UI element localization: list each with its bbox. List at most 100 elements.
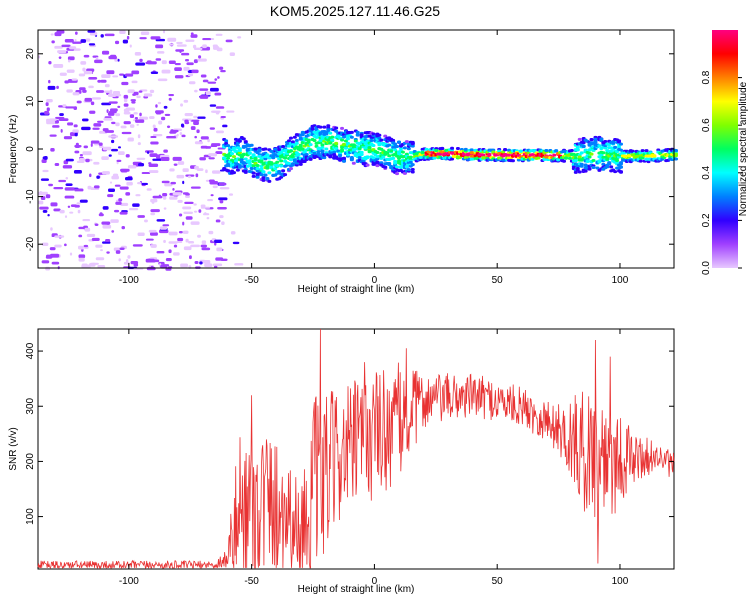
spectrogram-cell xyxy=(410,170,415,174)
y-tick-label: 20 xyxy=(25,48,36,60)
snr-x-axis-label: Height of straight line (km) xyxy=(298,584,415,595)
spectrogram-cell xyxy=(174,62,181,66)
spectrogram-cell xyxy=(275,164,280,168)
snr-frame xyxy=(37,328,675,570)
spectrogram-cell xyxy=(51,261,60,265)
spectrogram-cell xyxy=(359,150,364,154)
spectrogram-cell xyxy=(193,210,198,213)
spectrogram-cell xyxy=(183,66,190,71)
spectrogram-cell xyxy=(241,152,246,156)
spectrogram-cell xyxy=(626,154,631,158)
spectrogram-cell xyxy=(469,148,474,152)
spectrogram-cell xyxy=(148,163,159,167)
spectrogram-cell xyxy=(145,238,154,241)
spectrogram-cell xyxy=(375,151,380,155)
spectrogram-cell xyxy=(123,111,131,115)
x-tick-label: -50 xyxy=(244,275,259,286)
spectrogram-cell xyxy=(98,145,104,148)
y-tick-label: 100 xyxy=(25,508,36,525)
spectrogram-cell xyxy=(67,205,71,208)
spectrogram-cell xyxy=(127,137,134,142)
spectrogram-cell xyxy=(117,58,120,62)
spectrogram-cell xyxy=(249,167,254,171)
spectrogram-cell xyxy=(342,156,347,160)
spectrogram-cell xyxy=(109,89,113,94)
spectrogram-cell xyxy=(187,175,192,179)
spectrogram-cell xyxy=(164,113,171,116)
spectrogram-cell xyxy=(150,209,160,213)
spectrogram-cell xyxy=(400,150,405,154)
spectrogram-cell xyxy=(210,194,214,197)
spectrogram-cell xyxy=(41,159,47,163)
spectrogram-cell xyxy=(638,151,643,155)
spectrogram-cell xyxy=(288,149,293,153)
spectrogram-cell xyxy=(61,44,71,48)
spectrogram-cell xyxy=(163,105,168,109)
spectrogram-cell xyxy=(200,145,208,149)
spectrogram-cell xyxy=(135,194,141,197)
spectrogram-cell xyxy=(115,40,120,45)
spectrogram-cell xyxy=(166,136,177,139)
spectrogram-cell xyxy=(88,263,96,267)
y-tick-label: 300 xyxy=(25,397,36,414)
colorbar-tick-label: 0.2 xyxy=(701,213,712,227)
spectrogram-cell xyxy=(216,47,223,52)
spectrogram-cell xyxy=(92,127,100,130)
spectrogram-cell xyxy=(298,143,303,147)
spectrogram-cell xyxy=(194,261,199,264)
spectrogram-cell xyxy=(343,146,348,150)
spectrogram-cell xyxy=(208,230,214,235)
spectrogram-cell xyxy=(118,198,123,202)
spectrogram-cell xyxy=(609,149,614,153)
spectrogram-cell xyxy=(294,141,299,145)
spectrogram-cell xyxy=(275,160,280,164)
spectrogram-cell xyxy=(73,124,78,128)
spectrogram-cell xyxy=(155,110,164,114)
spectrogram-cell xyxy=(138,90,143,93)
spectrogram-cell xyxy=(202,79,209,83)
spectrogram-cell xyxy=(194,141,203,145)
spectrogram-cell xyxy=(357,156,362,160)
spectrogram-cell xyxy=(200,46,211,51)
spectrogram-cell xyxy=(199,95,209,99)
spectrogram-cell xyxy=(205,169,208,174)
spectrogram-cell xyxy=(577,155,582,159)
spectrogram-cell xyxy=(47,213,50,217)
spectrogram-cell xyxy=(106,109,109,114)
spectrogram-cell xyxy=(89,31,98,36)
spectrogram-cell xyxy=(371,144,376,148)
spectrogram-cell xyxy=(186,62,194,66)
spectrogram-cell xyxy=(116,159,122,162)
spectrogram-cell xyxy=(556,158,561,162)
spectrogram-cell xyxy=(157,101,162,105)
spectrogram-cell xyxy=(75,31,78,35)
spectrogram-cell xyxy=(232,241,240,245)
x-tick-label: 0 xyxy=(372,576,378,587)
spectrogram-cell xyxy=(133,112,138,115)
spectrogram-cell xyxy=(101,102,112,106)
spectrogram-cell xyxy=(58,118,69,121)
spectrogram-cell xyxy=(575,145,580,149)
spectrogram-cell xyxy=(62,165,73,169)
spectrogram-cell xyxy=(216,247,223,252)
spectrogram-cell xyxy=(219,200,224,204)
spectrogram-cell xyxy=(241,137,246,141)
spectrogram-cell xyxy=(351,161,356,165)
spectrogram-cell xyxy=(80,39,87,43)
colorbar-tick-label: 0.4 xyxy=(701,165,712,179)
spectrogram-cell xyxy=(101,50,110,55)
spectrogram-cell xyxy=(180,263,189,268)
spectrogram-cell xyxy=(172,188,175,191)
snr-y-axis-label: SNR (v/v) xyxy=(8,427,19,470)
spectrogram-cell xyxy=(408,155,413,159)
spectrogram-cell xyxy=(487,152,492,156)
spectrogram-cell xyxy=(117,151,125,156)
spectrogram-cell xyxy=(263,157,268,161)
spectrogram-cell xyxy=(100,34,104,38)
spectrogram-cell xyxy=(91,97,101,100)
spectrogram-cell xyxy=(45,266,51,271)
spectrogram-cell xyxy=(185,195,190,199)
y-tick-label: 400 xyxy=(25,342,36,359)
spectrogram-cell xyxy=(214,239,223,244)
spectrogram-cell xyxy=(225,39,233,43)
